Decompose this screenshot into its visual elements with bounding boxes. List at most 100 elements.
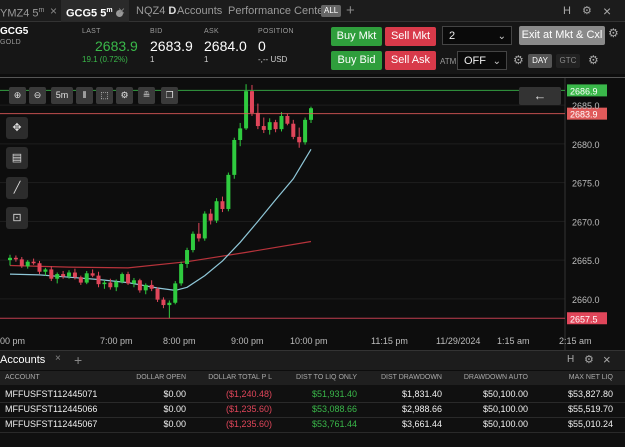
ask-size: 1 <box>204 55 209 64</box>
candle <box>244 84 249 130</box>
x-tick-label: 9:00 pm <box>231 336 264 346</box>
row-divider <box>0 402 625 403</box>
candle <box>309 106 313 123</box>
indicators-icon[interactable]: ≞ <box>138 87 155 104</box>
tab-ymz4[interactable]: YMZ4 5m <box>0 0 44 22</box>
candle-body <box>131 280 136 284</box>
workspace-h-button[interactable]: H <box>563 5 571 17</box>
candle <box>37 260 42 275</box>
bar-type-icon[interactable]: ⦀ <box>76 87 93 104</box>
interval-button[interactable]: 5m <box>51 87 73 104</box>
zoom-out-icon[interactable]: ⊖ <box>29 87 46 104</box>
workspace-gear-icon[interactable]: ⚙ <box>582 5 592 17</box>
column-header-drawdown-auto[interactable]: DRAWDOWN AUTO <box>442 371 528 385</box>
tif-day-toggle[interactable]: DAY <box>528 54 552 68</box>
tab-ymz4-close-icon[interactable]: × <box>50 4 58 18</box>
x-axis: 00 pm 7:00 pm 8:00 pm 9:00 pm 10:00 pm 11:15 … <box>0 336 592 346</box>
exit-at-mkt-cancel-button[interactable]: Exit at Mkt & Cxl <box>519 26 605 45</box>
quantity-select[interactable]: 2 ⌄ <box>442 26 512 45</box>
accounts-tab[interactable]: Accounts <box>0 354 46 366</box>
tab-performance-center[interactable]: Performance Center <box>228 5 328 17</box>
candle-body <box>84 273 89 283</box>
candle <box>149 280 154 292</box>
chart-settings-gear-icon[interactable]: ⚙ <box>116 87 133 104</box>
position-pnl: -,-- USD <box>258 55 288 64</box>
zoom-in-icon[interactable]: ⊕ <box>9 87 26 104</box>
column-header-max-net-liq[interactable]: MAX NET LIQ <box>528 371 613 385</box>
column-header-total-pl[interactable]: DOLLAR TOTAL P L <box>186 371 272 385</box>
add-tab-icon[interactable]: + <box>346 2 355 19</box>
atm-settings-gear-icon[interactable]: ⚙ <box>513 53 524 67</box>
candle-body <box>137 280 142 291</box>
candle-body <box>185 250 190 264</box>
atm-select[interactable]: OFF ⌄ <box>457 51 507 70</box>
accounts-tab-close-icon[interactable]: × <box>55 353 61 364</box>
symbol-name[interactable]: GCG5 <box>0 26 29 37</box>
candle <box>137 278 142 293</box>
sell-mkt-button[interactable]: Sell Mkt <box>385 27 436 46</box>
candle-body <box>25 261 30 267</box>
back-arrow-icon[interactable]: ← <box>519 87 561 105</box>
column-header-dollar-open[interactable]: DOLLAR OPEN <box>100 371 186 385</box>
accounts-close-icon[interactable]: × <box>603 352 611 367</box>
candle <box>78 275 83 285</box>
tif-settings-gear-icon[interactable]: ⚙ <box>588 53 599 67</box>
buy-bid-button[interactable]: Buy Bid <box>331 51 382 70</box>
tab-accounts[interactable]: Accounts <box>177 5 223 17</box>
price-level-label: 2686.9 <box>570 86 598 96</box>
candle <box>285 113 290 126</box>
workspace-close-icon[interactable]: × <box>603 3 612 19</box>
sell-ask-button[interactable]: Sell Ask <box>385 51 436 70</box>
candle <box>61 270 66 279</box>
dist-to-liq: $51,931.40 <box>311 389 357 399</box>
candle-body <box>297 136 302 143</box>
price-chart[interactable]: 2686.9 2683.9 2657.5 2660.0 2665.0 2670.0 267… <box>0 77 625 350</box>
tif-gtc-toggle[interactable]: GTC <box>556 54 580 68</box>
tab-nqz4[interactable]: NQZ4 D <box>136 0 176 22</box>
lock-icon[interactable]: ⊡ <box>6 207 28 229</box>
candle-body <box>90 273 95 276</box>
last-price: 2683.9 <box>95 38 138 54</box>
candle <box>226 172 231 212</box>
accounts-gear-icon[interactable]: ⚙ <box>584 354 594 366</box>
candle <box>220 196 225 213</box>
candle-body <box>179 264 184 284</box>
candle-body <box>232 140 237 175</box>
candle <box>114 279 119 292</box>
x-tick-label: 11/29/2024 <box>436 336 480 346</box>
selection-icon[interactable]: ⬚ <box>96 87 113 104</box>
max-net-liq: $55,519.70 <box>567 404 613 414</box>
candle-body <box>120 274 125 282</box>
candle-body <box>202 213 207 239</box>
candle <box>190 231 195 253</box>
x-tick-label: 10:00 pm <box>290 336 328 346</box>
candle <box>161 297 166 309</box>
order-settings-gear-icon[interactable]: ⚙ <box>608 26 619 40</box>
crosshair-icon[interactable]: ✥ <box>6 117 28 139</box>
dollar-open: $0.00 <box>163 404 186 414</box>
candle <box>179 261 184 286</box>
column-header-dist-drawdown[interactable]: DIST DRAWDOWN <box>357 371 442 385</box>
all-badge[interactable]: ALL <box>321 5 342 17</box>
buy-mkt-button[interactable]: Buy Mkt <box>331 27 382 46</box>
accounts-h-button[interactable]: H <box>567 354 575 365</box>
column-header-dist-to-liq[interactable]: DIST TO LIQ ONLY <box>272 371 357 385</box>
last-change: 19.1 (0.72%) <box>82 55 128 64</box>
candle <box>143 283 148 295</box>
x-tick-label: 11:15 pm <box>371 336 408 346</box>
tab-gcg5-label: GCG5 5 <box>66 7 107 20</box>
draw-line-icon[interactable]: ╱ <box>6 177 28 199</box>
add-panel-icon[interactable]: + <box>74 352 83 368</box>
candle <box>173 281 178 305</box>
tab-gcg5[interactable]: GCG5 5m <box>61 0 129 22</box>
candle <box>55 272 60 284</box>
tab-gcg5-close-icon[interactable]: × <box>118 4 126 18</box>
candle <box>291 119 296 140</box>
template-icon[interactable]: ❐ <box>161 87 178 104</box>
candle-body <box>19 259 24 267</box>
tab-gcg5-status-dot-icon <box>115 10 123 18</box>
y-tick-label: 2660.0 <box>572 295 600 305</box>
notes-icon[interactable]: ▤ <box>6 147 28 169</box>
candle <box>249 84 254 116</box>
chart-canvas[interactable]: 2686.9 2683.9 2657.5 2660.0 2665.0 2670.0 267… <box>0 78 625 350</box>
